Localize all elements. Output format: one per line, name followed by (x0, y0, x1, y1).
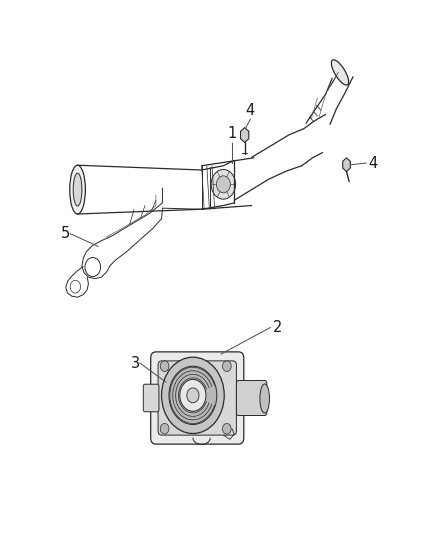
Circle shape (180, 379, 206, 411)
Circle shape (216, 176, 230, 193)
FancyBboxPatch shape (158, 361, 237, 435)
Circle shape (162, 357, 224, 433)
Circle shape (223, 423, 231, 434)
Circle shape (169, 366, 217, 424)
Text: 4: 4 (246, 103, 255, 118)
Circle shape (160, 423, 169, 434)
Ellipse shape (70, 165, 85, 214)
Text: 5: 5 (61, 226, 71, 241)
Polygon shape (343, 158, 350, 172)
Polygon shape (240, 127, 249, 142)
FancyBboxPatch shape (151, 352, 244, 444)
Circle shape (211, 169, 236, 199)
FancyBboxPatch shape (237, 381, 267, 416)
Text: 1: 1 (227, 126, 237, 141)
Circle shape (223, 361, 231, 372)
FancyBboxPatch shape (143, 384, 159, 412)
Text: 3: 3 (131, 356, 140, 370)
Text: 4: 4 (368, 156, 378, 171)
Ellipse shape (260, 384, 269, 413)
Ellipse shape (332, 60, 349, 85)
Circle shape (187, 388, 199, 403)
Circle shape (160, 361, 169, 372)
Ellipse shape (73, 173, 82, 206)
Text: 2: 2 (272, 320, 282, 335)
